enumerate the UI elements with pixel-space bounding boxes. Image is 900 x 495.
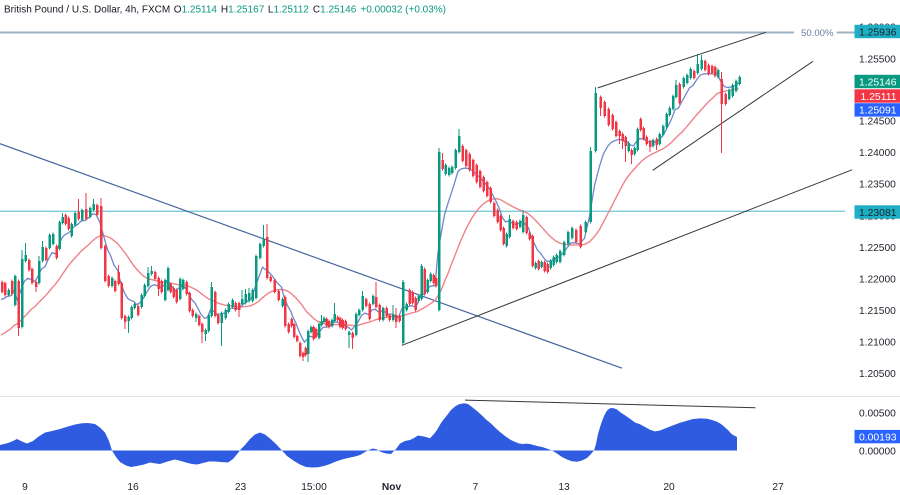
- svg-text:1.22500: 1.22500: [859, 243, 896, 254]
- svg-text:9: 9: [22, 482, 28, 493]
- svg-text:0.00193: 0.00193: [859, 432, 897, 443]
- svg-text:1.25146: 1.25146: [859, 77, 897, 88]
- svg-text:1.24000: 1.24000: [859, 148, 896, 159]
- svg-text:0.00000: 0.00000: [859, 447, 896, 458]
- svg-text:27: 27: [772, 482, 784, 493]
- svg-text:0.00500: 0.00500: [859, 409, 896, 420]
- svg-text:H1.25167: H1.25167: [221, 5, 265, 16]
- svg-text:O1.25114: O1.25114: [174, 5, 218, 16]
- svg-text:1.25500: 1.25500: [859, 55, 896, 66]
- svg-text:1.20500: 1.20500: [859, 369, 896, 380]
- svg-text:1.24500: 1.24500: [859, 117, 896, 128]
- svg-text:13: 13: [558, 482, 570, 493]
- svg-text:British Pound / U.S. Dollar, 4: British Pound / U.S. Dollar, 4h, FXCM: [4, 5, 170, 16]
- svg-text:23: 23: [235, 482, 247, 493]
- svg-text:C1.25146: C1.25146: [313, 5, 357, 16]
- svg-text:16: 16: [127, 482, 139, 493]
- svg-text:1.23500: 1.23500: [859, 180, 896, 191]
- svg-text:1.25936: 1.25936: [859, 27, 897, 38]
- svg-text:1.25111: 1.25111: [860, 92, 896, 103]
- svg-text:1.21000: 1.21000: [859, 338, 896, 349]
- svg-text:Nov: Nov: [382, 482, 402, 493]
- svg-text:50.00%: 50.00%: [801, 28, 834, 39]
- svg-text:1.21500: 1.21500: [859, 306, 896, 317]
- svg-text:1.22000: 1.22000: [859, 275, 896, 286]
- svg-text:1.25091: 1.25091: [859, 106, 897, 117]
- svg-text:1.23081: 1.23081: [859, 208, 897, 219]
- svg-text:20: 20: [663, 482, 675, 493]
- svg-text:+0.00032 (+0.03%): +0.00032 (+0.03%): [360, 5, 446, 16]
- svg-text:7: 7: [473, 482, 479, 493]
- svg-text:15:00: 15:00: [301, 482, 327, 493]
- svg-text:L1.25112: L1.25112: [268, 5, 309, 16]
